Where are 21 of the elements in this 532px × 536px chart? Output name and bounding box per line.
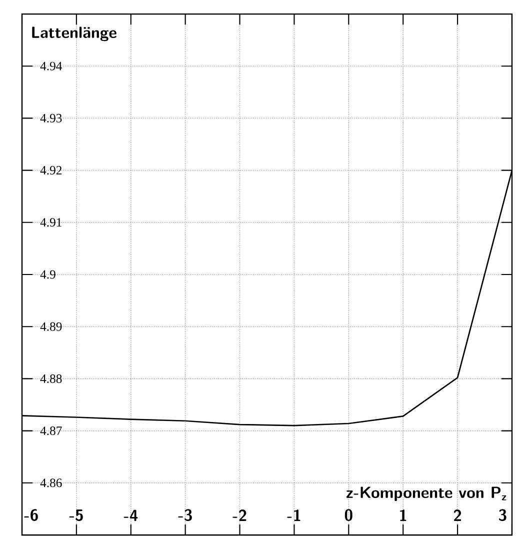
y-tick-label: 4.94 [40, 62, 62, 70]
y-tick-label: 4.86 [40, 478, 62, 488]
y-tick-label: 4.88 [40, 374, 62, 384]
x-tick-label: -6 [24, 509, 38, 521]
y-tick-label: 4.9 [40, 270, 56, 279]
x-tick-label: 3 [498, 509, 506, 521]
x-tick-label: -2 [232, 509, 246, 521]
y-tick-label: 4.93 [40, 114, 62, 122]
x-tick-label: -3 [178, 509, 192, 521]
x-tick-label: -5 [69, 509, 83, 521]
y-axis-title: Lattenlänge [32, 26, 116, 42]
x-tick-label: 0 [344, 509, 352, 521]
y-tick-label: 4.87 [40, 426, 62, 436]
x-tick-label: -1 [287, 509, 300, 521]
x-tick-label: 2 [454, 509, 462, 521]
x-tick-label: 1 [400, 509, 406, 521]
y-tick-label: 4.91 [40, 218, 62, 227]
y-tick-label: 4.92 [40, 166, 62, 175]
y-tick-label: 4.89 [40, 322, 62, 331]
x-axis-title: z-Komponente von P$_{z}$ [346, 486, 506, 501]
x-tick-label: -4 [124, 510, 138, 521]
